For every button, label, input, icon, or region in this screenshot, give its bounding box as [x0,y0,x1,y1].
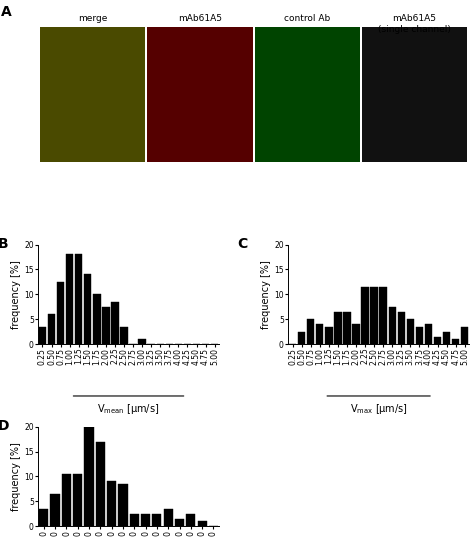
Bar [186,514,195,526]
Bar [198,521,207,526]
Text: A: A [1,5,12,19]
Text: D: D [0,419,9,433]
Bar [452,339,459,344]
Bar [361,287,369,344]
Text: control Ab: control Ab [284,14,330,23]
Bar [84,426,93,526]
Bar [57,282,64,344]
Bar [461,326,468,344]
Bar [164,509,173,526]
Bar [93,294,100,344]
Bar [96,441,105,526]
Bar [343,312,351,344]
Y-axis label: frequency [%]: frequency [%] [262,260,272,329]
Bar [66,255,73,344]
Bar [307,320,314,344]
Bar [39,326,46,344]
Y-axis label: frequency [%]: frequency [%] [11,442,21,511]
Bar [118,484,128,526]
Bar [352,324,360,344]
Bar [50,494,60,526]
Bar [325,326,333,344]
Text: merge: merge [78,14,107,23]
Bar [380,287,387,344]
Bar [40,26,145,162]
Bar [75,255,82,344]
Bar [102,307,109,344]
Bar [370,287,378,344]
Bar [425,324,432,344]
Bar [39,509,48,526]
Bar [152,514,162,526]
Bar [147,26,253,162]
Bar [389,307,396,344]
Bar [111,302,118,344]
Bar [48,314,55,344]
Bar [416,326,423,344]
Y-axis label: frequency [%]: frequency [%] [11,260,21,329]
Bar [175,519,184,526]
Bar [73,474,82,526]
Bar [334,312,342,344]
Bar [298,332,305,344]
Bar [107,481,116,526]
Text: B: B [0,236,9,251]
Text: mAb61A5: mAb61A5 [178,14,222,23]
Bar [120,326,128,344]
Bar [129,514,139,526]
Bar [316,324,323,344]
Bar [407,320,414,344]
Text: mAb61A5
(single channel): mAb61A5 (single channel) [378,14,451,34]
Bar [443,332,450,344]
Bar [398,312,405,344]
Bar [434,337,441,344]
Text: C: C [237,236,247,251]
Bar [84,274,91,344]
Bar [138,339,146,344]
Text: V$_\mathrm{max}$ [µm/s]: V$_\mathrm{max}$ [µm/s] [350,402,408,416]
Bar [62,474,71,526]
Bar [141,514,150,526]
Text: V$_\mathrm{mean}$ [µm/s]: V$_\mathrm{mean}$ [µm/s] [98,402,160,416]
Bar [362,26,467,162]
Bar [255,26,360,162]
